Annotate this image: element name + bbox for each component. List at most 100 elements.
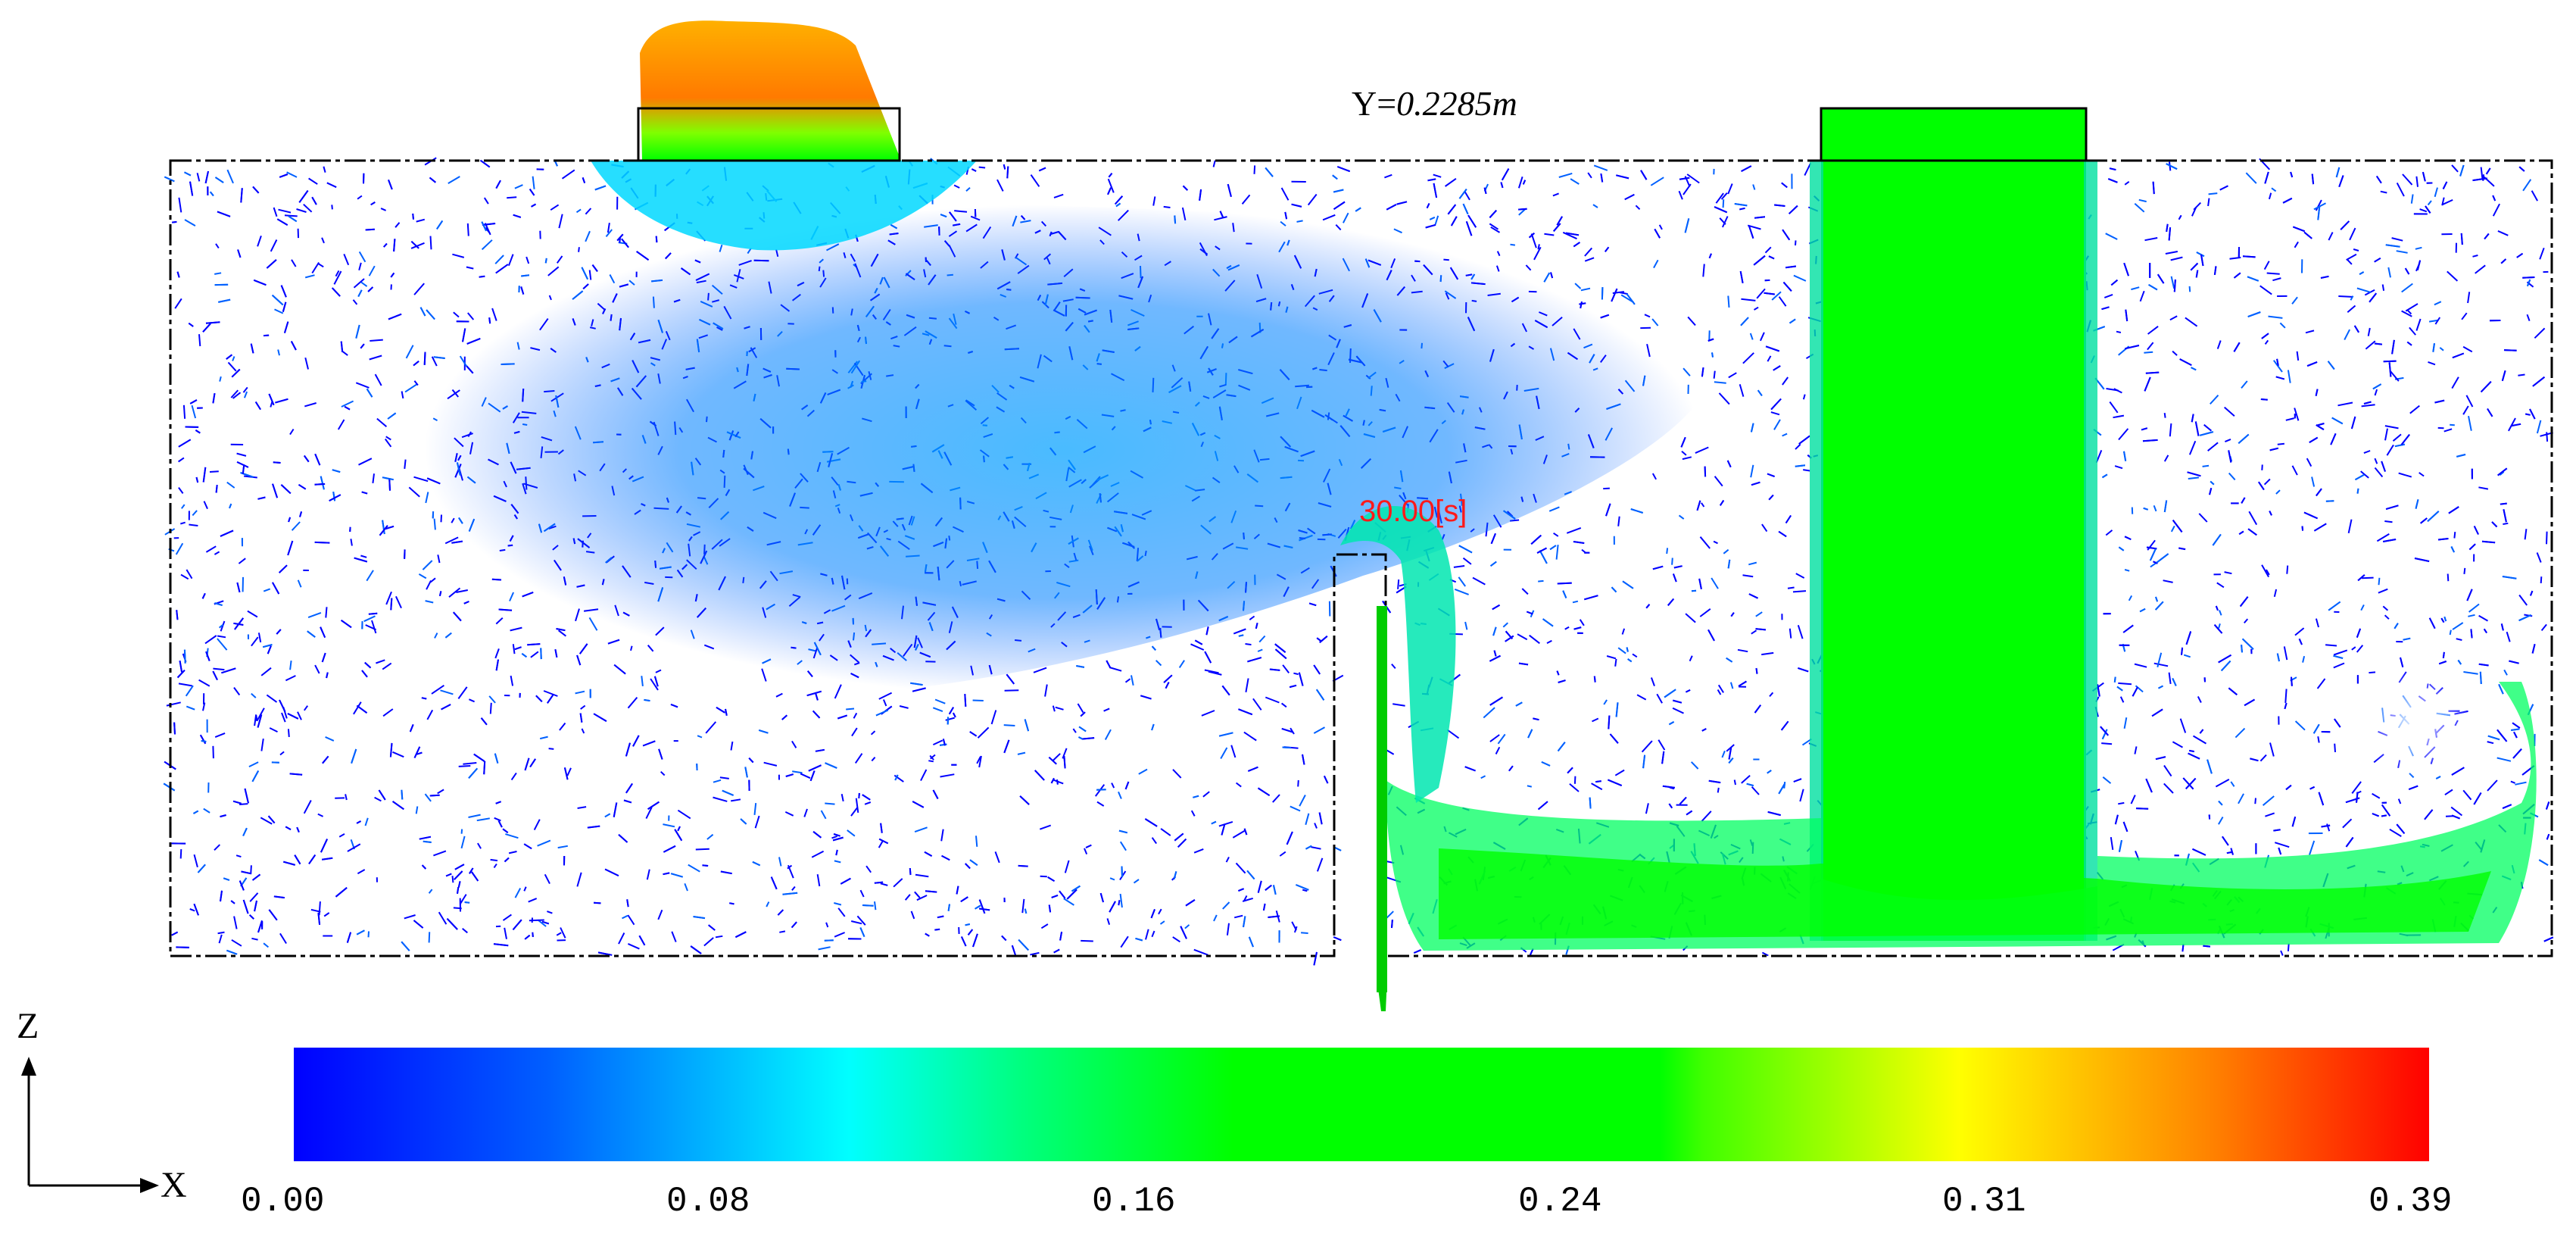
velocity-vector bbox=[1124, 781, 1130, 790]
velocity-vector bbox=[585, 208, 592, 215]
velocity-vector bbox=[1750, 423, 1754, 433]
velocity-vector bbox=[1053, 779, 1064, 785]
velocity-vector bbox=[1729, 682, 1734, 689]
velocity-vector bbox=[2233, 272, 2241, 279]
velocity-vector bbox=[410, 240, 419, 249]
velocity-vector bbox=[856, 915, 866, 926]
velocity-vector bbox=[1635, 205, 1641, 211]
velocity-vector bbox=[242, 386, 248, 393]
velocity-vector bbox=[576, 872, 582, 887]
velocity-vector bbox=[2306, 361, 2318, 367]
velocity-vector bbox=[1751, 629, 1757, 635]
velocity-vector bbox=[2199, 431, 2214, 436]
velocity-vector bbox=[2218, 800, 2223, 806]
velocity-vector bbox=[1721, 216, 1729, 228]
velocity-vector bbox=[1262, 903, 1266, 911]
velocity-vector bbox=[1678, 514, 1685, 520]
velocity-vector bbox=[2384, 614, 2390, 620]
velocity-vector bbox=[2406, 309, 2412, 315]
velocity-vector bbox=[248, 761, 259, 767]
velocity-vector bbox=[1755, 611, 1763, 617]
velocity-vector bbox=[1434, 215, 1439, 225]
velocity-vector bbox=[2449, 629, 2452, 636]
velocity-vector bbox=[1702, 264, 1705, 277]
velocity-vector bbox=[754, 815, 760, 829]
velocity-vector bbox=[267, 815, 276, 824]
velocity-vector bbox=[350, 539, 353, 546]
velocity-vector bbox=[279, 699, 286, 713]
velocity-vector bbox=[1220, 747, 1228, 759]
velocity-vector bbox=[2384, 428, 2388, 441]
velocity-vector bbox=[2357, 574, 2365, 582]
velocity-vector bbox=[2124, 569, 2130, 572]
velocity-vector bbox=[2531, 644, 2536, 654]
velocity-vector bbox=[816, 874, 821, 887]
velocity-vector bbox=[189, 399, 198, 405]
velocity-vector bbox=[2508, 417, 2516, 432]
velocity-vector bbox=[2230, 781, 2235, 787]
velocity-vector bbox=[967, 929, 974, 936]
velocity-vector bbox=[1489, 696, 1503, 706]
velocity-vector bbox=[374, 373, 382, 386]
velocity-vector bbox=[1238, 888, 1244, 892]
velocity-vector bbox=[840, 793, 844, 802]
velocity-vector bbox=[285, 675, 296, 682]
velocity-vector bbox=[1489, 223, 1499, 230]
velocity-vector bbox=[163, 782, 176, 792]
velocity-vector bbox=[1759, 332, 1765, 342]
velocity-vector bbox=[380, 208, 386, 211]
velocity-vector bbox=[434, 633, 438, 639]
velocity-vector bbox=[948, 707, 954, 715]
velocity-vector bbox=[437, 554, 441, 564]
green-column-edge-right bbox=[2084, 161, 2097, 941]
velocity-vector bbox=[1539, 550, 1548, 564]
velocity-vector bbox=[419, 836, 432, 840]
velocity-vector bbox=[279, 564, 288, 573]
velocity-vector bbox=[291, 259, 297, 267]
velocity-vector bbox=[523, 886, 527, 892]
velocity-vector bbox=[356, 929, 365, 936]
velocity-vector bbox=[347, 843, 361, 852]
velocity-vector bbox=[2116, 330, 2122, 333]
velocity-vector bbox=[488, 695, 496, 704]
velocity-vector bbox=[370, 201, 376, 206]
velocity-vector bbox=[969, 859, 978, 867]
velocity-vector bbox=[260, 817, 273, 825]
velocity-vector bbox=[960, 896, 968, 903]
velocity-vector bbox=[454, 864, 465, 870]
velocity-vector bbox=[1764, 246, 1772, 254]
velocity-vector bbox=[2439, 347, 2444, 351]
velocity-vector bbox=[1668, 721, 1675, 726]
velocity-vector bbox=[2178, 214, 2182, 220]
velocity-vector bbox=[2448, 506, 2459, 514]
velocity-vector bbox=[1446, 729, 1460, 739]
velocity-vector bbox=[2317, 206, 2321, 220]
velocity-vector bbox=[627, 696, 638, 709]
velocity-vector bbox=[2280, 950, 2284, 956]
velocity-vector bbox=[276, 218, 288, 226]
velocity-vector bbox=[2182, 777, 2194, 790]
velocity-vector bbox=[1630, 508, 1643, 514]
velocity-vector bbox=[1454, 588, 1469, 595]
velocity-vector bbox=[937, 915, 944, 919]
velocity-vector bbox=[837, 907, 846, 917]
velocity-vector bbox=[1518, 208, 1527, 211]
velocity-vector bbox=[335, 887, 348, 898]
velocity-vector bbox=[1282, 664, 1290, 674]
velocity-vector bbox=[217, 635, 226, 639]
velocity-vector bbox=[214, 732, 226, 739]
velocity-vector bbox=[205, 651, 211, 661]
velocity-vector bbox=[647, 801, 660, 811]
velocity-vector bbox=[808, 764, 822, 772]
velocity-vector bbox=[846, 708, 855, 711]
velocity-vector bbox=[2210, 480, 2215, 486]
velocity-vector bbox=[395, 595, 402, 609]
velocity-vector bbox=[1787, 586, 1795, 589]
velocity-vector bbox=[275, 398, 288, 404]
bottom-flow-inner bbox=[1439, 848, 2491, 939]
velocity-vector bbox=[2420, 517, 2428, 524]
velocity-vector bbox=[2394, 443, 2405, 448]
velocity-vector bbox=[2451, 164, 2459, 173]
velocity-vector bbox=[1782, 229, 1791, 241]
velocity-vector bbox=[729, 902, 734, 905]
